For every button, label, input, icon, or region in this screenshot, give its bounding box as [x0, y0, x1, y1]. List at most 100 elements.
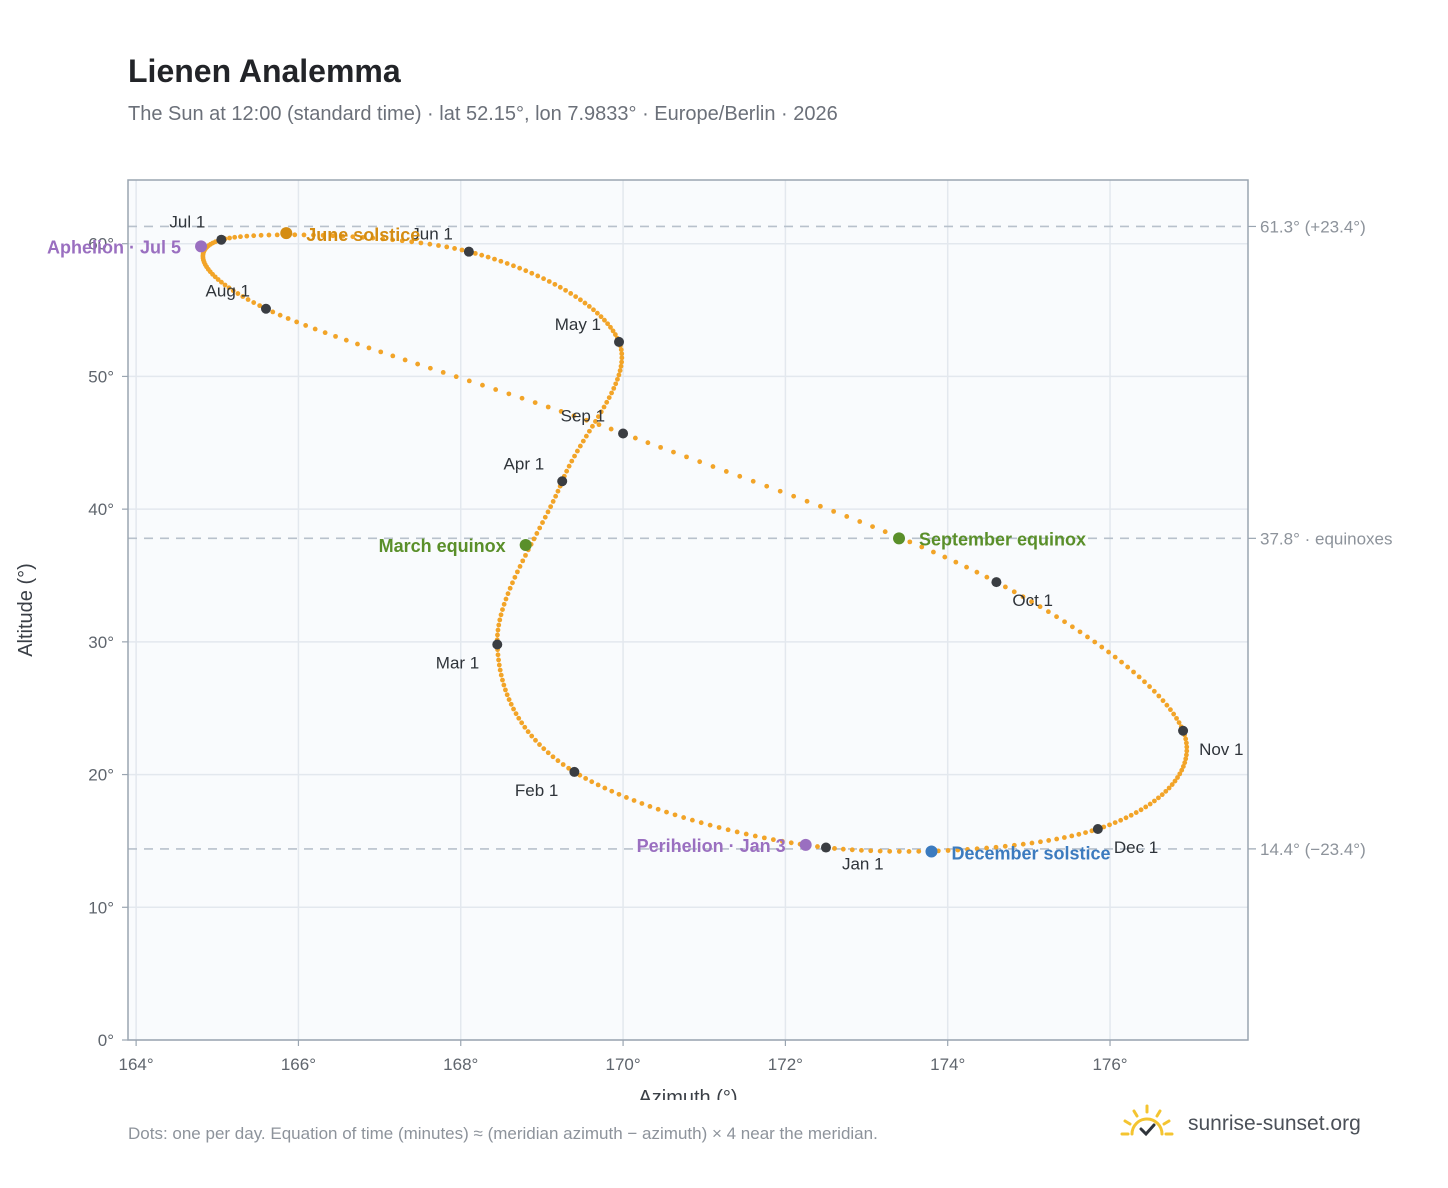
day-dot — [1184, 748, 1190, 754]
day-dot — [849, 847, 855, 853]
chart-subtitle: The Sun at 12:00 (standard time) · lat 5… — [128, 103, 838, 125]
day-dot — [602, 785, 608, 791]
event-marker — [925, 845, 938, 858]
analemma-chart: 61.3° (+23.4°) 37.8° · equinoxes 14.4° (−2… — [15, 179, 1393, 1100]
brand-logo[interactable]: sunrise-sunset.org — [1120, 1102, 1361, 1146]
day-dot — [779, 838, 785, 844]
day-dot — [1156, 693, 1162, 699]
y-tick-label: 60° — [88, 235, 114, 254]
day-dot — [466, 378, 472, 384]
day-dot — [1160, 698, 1166, 704]
day-dot — [402, 357, 408, 363]
day-dot — [707, 822, 713, 828]
day-dot — [240, 294, 246, 299]
day-dot — [593, 419, 598, 424]
day-dot — [520, 558, 526, 564]
day-dot — [492, 256, 497, 262]
day-dot — [513, 711, 519, 717]
reference-lines: 61.3° (+23.4°) 37.8° · equinoxes 14.4° (−2… — [128, 217, 1393, 859]
day-dot — [390, 237, 395, 243]
month-marker — [569, 766, 580, 777]
day-dot — [616, 372, 622, 378]
month-marker — [216, 234, 227, 245]
day-dot — [493, 387, 499, 392]
brand-name: sunrise-sunset.org — [1188, 1112, 1361, 1135]
day-dot — [560, 762, 566, 767]
day-dot — [1169, 782, 1175, 787]
day-dot — [1147, 801, 1153, 807]
day-dot — [1175, 775, 1180, 780]
day-dot — [1133, 810, 1139, 815]
day-dot — [399, 238, 405, 244]
day-dot — [1151, 688, 1157, 694]
day-dot — [953, 559, 959, 565]
day-dot — [360, 234, 366, 240]
y-tick-label: 10° — [88, 898, 114, 917]
day-dot — [503, 596, 509, 602]
day-dot — [545, 509, 551, 515]
month-marker — [260, 303, 271, 314]
day-dot — [1182, 760, 1188, 766]
day-dot — [734, 829, 740, 835]
day-dot — [595, 782, 601, 788]
day-dot — [1029, 840, 1035, 846]
day-dot — [1077, 629, 1083, 635]
day-dot — [1136, 674, 1142, 680]
day-dot — [440, 370, 446, 375]
day-dot — [222, 282, 228, 288]
day-dot — [497, 667, 503, 673]
day-dot — [1142, 679, 1147, 685]
day-dot — [427, 241, 433, 247]
day-dot — [624, 795, 629, 800]
day-dot — [1143, 804, 1149, 810]
day-dot — [294, 319, 300, 325]
x-tick-label: 164° — [119, 1055, 154, 1074]
day-dot — [619, 355, 625, 361]
month-label: Aug 1 — [206, 282, 250, 301]
day-dot — [618, 347, 624, 353]
day-dot — [533, 737, 538, 743]
day-dot — [743, 831, 749, 837]
event-label: Aphelion · Jul 5 — [47, 237, 181, 257]
day-dot — [601, 404, 607, 410]
day-dot — [671, 449, 676, 455]
day-dot — [1107, 822, 1112, 828]
day-dot — [609, 390, 614, 396]
x-tick-label: 170° — [605, 1055, 640, 1074]
day-dot — [974, 846, 980, 852]
y-axis-ticks: 0° 10° 20° 30° 40° 50° 60° — [88, 235, 128, 1050]
day-dot — [594, 310, 600, 316]
day-dot — [390, 353, 396, 359]
day-dot — [609, 788, 615, 794]
day-dot — [292, 232, 298, 238]
day-dot — [472, 250, 478, 256]
day-dot — [1179, 767, 1185, 773]
day-dot — [219, 279, 224, 285]
day-dot — [427, 365, 433, 371]
day-dot — [285, 316, 291, 321]
event-label: September equinox — [919, 529, 1086, 549]
day-dot — [1152, 798, 1157, 804]
day-dot — [608, 426, 614, 432]
day-dot — [563, 287, 568, 293]
month-marker — [991, 577, 1002, 588]
day-dot — [452, 246, 457, 251]
day-dot — [1147, 684, 1152, 689]
day-dot — [761, 835, 767, 841]
month-marker — [557, 476, 568, 487]
day-dot — [498, 672, 504, 678]
day-dot — [415, 361, 421, 367]
day-dot — [1085, 634, 1090, 640]
day-dot — [587, 428, 592, 434]
day-dot — [555, 488, 561, 494]
day-dot — [504, 261, 510, 266]
day-dot — [598, 409, 604, 415]
day-dot — [907, 539, 913, 545]
day-dot — [480, 382, 485, 388]
day-dot — [1171, 711, 1177, 717]
day-dot — [496, 657, 501, 663]
day-dot — [495, 632, 500, 638]
day-dot — [557, 284, 563, 290]
x-axis-ticks: 164° 166° 168° 170° 172° 174° 176° — [119, 1040, 1128, 1074]
day-dot — [1174, 715, 1179, 721]
